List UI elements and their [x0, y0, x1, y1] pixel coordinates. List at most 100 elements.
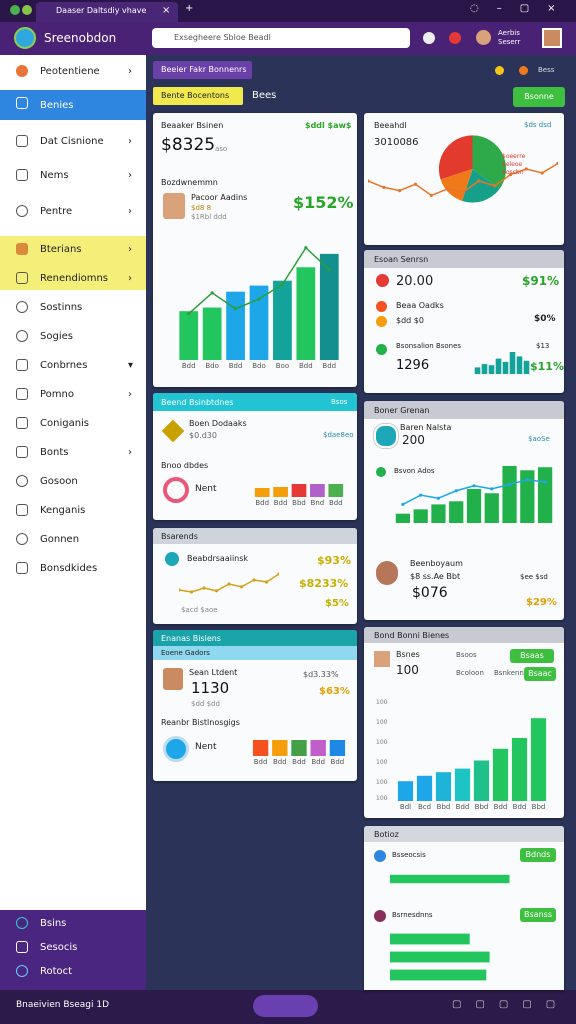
bar-chart [474, 352, 530, 374]
bar [413, 509, 428, 523]
bar [431, 504, 446, 523]
window-controls[interactable]: ◌–▢× [470, 3, 574, 14]
card-value: 100 [396, 663, 419, 677]
legend-label: $oscbn [502, 169, 524, 176]
row-button[interactable]: Bsanss [520, 908, 556, 922]
hbar [390, 933, 470, 945]
x-tick-label: Bdd [299, 362, 313, 370]
nav-item[interactable]: Bonsdkides [0, 555, 146, 583]
section-title: Bsonsalion Bsones [396, 342, 462, 350]
chevron: › [128, 136, 132, 147]
card-value: $8325 [161, 135, 216, 155]
nav-item[interactable]: Bsins [0, 910, 146, 938]
nav-item[interactable]: Coniganis [0, 410, 146, 438]
nav-icon [16, 417, 28, 429]
section-title: Bozdwnemmn [161, 178, 218, 187]
nav-item[interactable]: Gosoon [0, 468, 146, 496]
chevron: › [128, 244, 132, 255]
nav-item[interactable]: Sostinns [0, 294, 146, 322]
footer-icons[interactable]: ▢▢▢▢▢ [452, 999, 570, 1010]
bar [328, 484, 344, 497]
bar [454, 768, 471, 801]
card-title: Esoan Senrsn [374, 255, 429, 264]
tab[interactable]: Daaser Daltsdiy vhave × [36, 2, 178, 22]
action-button[interactable]: Bsaac [524, 667, 556, 681]
nav-item[interactable]: Benies [0, 90, 146, 120]
line-point [187, 312, 191, 316]
report-card: Bond Bonni Bienes Bsnes 100 Bsoos Bcoloo… [364, 627, 564, 818]
avatar [163, 668, 183, 690]
bar [249, 285, 269, 360]
chart-label: Beabdrsaaiinsk [187, 554, 249, 563]
nav-item[interactable]: Pentre › [0, 198, 146, 226]
nav-icon [16, 135, 28, 147]
sales-card: Enanas Bislens Eoene Gadors Sean Ltdent … [153, 630, 357, 781]
legend-label: Bsoos [456, 651, 477, 659]
nav-item[interactable]: Bterians › [0, 236, 146, 264]
nav-item[interactable]: Pomno › [0, 381, 146, 409]
row-label: Bsseocsis [392, 851, 426, 859]
x-tick-label: Bdd [255, 499, 269, 507]
nav-item[interactable]: Renendiomns › [0, 265, 146, 293]
nav-item[interactable]: Conbrnes ▾ [0, 352, 146, 380]
row-button[interactable]: Bdnds [520, 848, 556, 862]
person-meta: $d8 8 [191, 204, 212, 212]
new-tab[interactable]: + [185, 3, 194, 14]
primary-button[interactable]: Bsonne [513, 87, 565, 107]
icon [163, 477, 189, 503]
card-tag: $aoSe [528, 435, 550, 443]
card-title: Boner Grenan [374, 406, 430, 415]
nav-item[interactable]: Nems › [0, 162, 146, 190]
footer-pill[interactable] [253, 995, 318, 1017]
nav-item[interactable]: Kenganis [0, 497, 146, 525]
nav-item[interactable]: Bonts › [0, 439, 146, 467]
card-header: Bond Bonni Bienes [364, 627, 564, 643]
nav-icon [16, 446, 28, 458]
bar [273, 280, 292, 360]
icon [376, 301, 387, 312]
nav-label: Peotentiene [40, 66, 100, 77]
bar [502, 361, 509, 374]
nav-label: Sesocis [40, 942, 78, 953]
nav-item[interactable]: Dat Cisnione › [0, 128, 146, 156]
nav-icon [16, 941, 28, 953]
line-point [419, 493, 423, 497]
icon [374, 850, 386, 862]
nav-icon [16, 359, 28, 371]
filter-chip[interactable]: Bente Bocentons [153, 87, 243, 105]
bar [416, 775, 433, 801]
bar [291, 484, 307, 497]
avatar[interactable] [476, 30, 491, 45]
icon [163, 736, 189, 762]
nav-icon [16, 272, 28, 284]
card-tag: $ds dsd [524, 121, 552, 129]
tab-close[interactable]: × [162, 5, 171, 16]
x-tick-label: Boo [276, 362, 289, 370]
y-tick-label: 100 [376, 699, 388, 706]
bar [466, 488, 482, 523]
icon[interactable] [423, 32, 435, 44]
nav-item[interactable]: Sogies [0, 323, 146, 351]
action-button[interactable]: Bsaas [510, 649, 554, 663]
nav-item[interactable]: Rotoct [0, 958, 146, 986]
line-point [277, 572, 279, 576]
nav-item[interactable]: Peotentiene › [0, 58, 146, 86]
card-title: Bsarends [161, 532, 198, 541]
hbar [390, 969, 487, 981]
bar [397, 781, 414, 801]
icon[interactable] [449, 32, 461, 44]
pie-slice [462, 169, 500, 203]
card-value: 200 [402, 433, 425, 447]
search-box[interactable]: Exsegheere Sbloe Beadl [152, 28, 410, 48]
section-title: Bnoo dbdes [161, 461, 209, 470]
item-tag: $dae8eo [323, 431, 354, 439]
line-point [202, 586, 206, 590]
nav-item[interactable]: Gonnen [0, 526, 146, 554]
avatar[interactable] [542, 28, 562, 48]
chip[interactable]: Beeier Fakr Bonnenrs [153, 61, 252, 79]
nav-label: Bterians [40, 244, 82, 255]
line-point [454, 489, 458, 493]
nav-label: Bsins [40, 918, 67, 929]
nav-item[interactable]: Sesocis [0, 934, 146, 962]
